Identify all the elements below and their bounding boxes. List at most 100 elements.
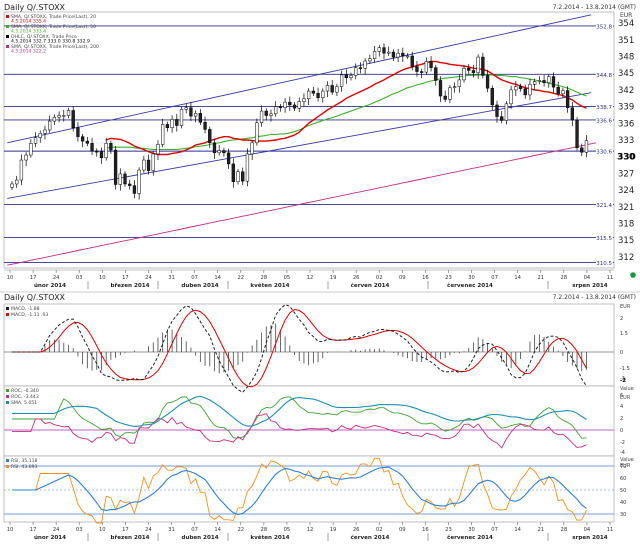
candle-body — [471, 70, 476, 73]
x-axis-tick-label: 14 — [514, 275, 521, 281]
indicator-legend-entry: MACD, -1.88 — [11, 306, 40, 312]
candle-body — [226, 152, 231, 165]
candle-body — [434, 67, 438, 81]
candle-body — [236, 171, 240, 182]
indicator-chart-title: Daily Q/.STOXX — [4, 293, 66, 302]
x-axis-tick-label: 28 — [561, 275, 568, 281]
x-axis-tick-label: 17 — [122, 275, 129, 281]
indicator-legend-swatch — [6, 401, 9, 404]
candle-body — [321, 90, 325, 98]
macd-panel — [3, 303, 615, 387]
x-axis-tick-label: 23 — [445, 527, 452, 533]
candle-body — [193, 113, 198, 117]
candle-body — [222, 150, 226, 154]
price-y-tick: 351 — [618, 36, 634, 46]
x-axis-tick-label: 31 — [168, 275, 175, 281]
indicator-y-tick: 4 — [620, 404, 623, 410]
candle-body — [29, 143, 33, 156]
candle-body — [363, 60, 367, 69]
x-axis-tick-label: 04 — [584, 275, 591, 281]
candle-body — [542, 80, 546, 83]
indicator-legend-entry: RSI, 43.893 — [11, 464, 38, 470]
legend-swatch — [6, 45, 9, 48]
candle-body — [344, 74, 348, 78]
candle-body — [203, 121, 207, 130]
candle-body — [95, 150, 99, 153]
x-axis-tick-label: 28 — [561, 527, 568, 533]
candle-body — [245, 153, 250, 182]
candle-body — [372, 51, 377, 59]
x-axis-tick-label: 11 — [607, 275, 614, 281]
candle-body — [297, 101, 301, 109]
x-axis-tick-label: 05 — [284, 527, 291, 533]
indicator-legend-entry: SMA, 5.051 — [11, 400, 37, 406]
indicator-y-tick: -4 — [620, 450, 625, 456]
x-axis-tick-label: 22 — [237, 275, 244, 281]
indicator-chart-date-range: 7.2.2014 - 13.8.2014 (GMT) — [553, 294, 636, 301]
candle-body — [537, 80, 542, 82]
candle-body — [57, 115, 61, 118]
candle-body — [170, 119, 174, 129]
legend-entry: OHLC, Q/.STOXX, Trade Price — [11, 34, 77, 40]
x-axis-tick-label: 07 — [191, 275, 198, 281]
indicator-y-tick: 0 — [620, 350, 623, 356]
candle-body — [330, 85, 334, 93]
roc-sma-line — [12, 395, 587, 427]
level-label: 352.8 — [596, 24, 612, 30]
indicator-y-tick: 0 — [620, 428, 623, 434]
candle-body — [420, 71, 424, 73]
candle-body — [528, 84, 532, 96]
candle-body — [80, 136, 85, 142]
x-axis-tick-label: 31 — [168, 527, 175, 533]
macd-currency: EUR — [620, 304, 631, 310]
candle-body — [38, 133, 42, 139]
candle-body — [184, 107, 188, 110]
level-label-bg — [596, 116, 613, 124]
indicator-legend-swatch — [6, 307, 9, 310]
candle-body — [71, 110, 75, 129]
x-axis-tick-label: 26 — [353, 527, 360, 533]
legend-swatch — [6, 15, 9, 18]
indicator-y-tick: 50 — [620, 488, 626, 494]
indicator-legend-entry: ROC, -0.340 — [11, 388, 39, 394]
candle-body — [452, 86, 457, 88]
candle-body — [533, 81, 537, 85]
x-axis-tick-label: 17 — [30, 275, 37, 281]
indicator-y-tick: -1.5 — [620, 366, 630, 372]
x-axis-month-label: duben 2014 — [181, 535, 218, 541]
legend-entry: SMA, Q/.STOXX, Trade Price(Last), 200 — [11, 44, 99, 50]
candle-body — [575, 119, 579, 149]
channel-lower-line — [7, 92, 592, 199]
rsi-value-title: Value — [620, 457, 634, 463]
indicator-y-tick: -2 — [620, 440, 625, 446]
x-axis-tick-label: 24 — [53, 275, 60, 281]
candle-body — [156, 144, 160, 155]
x-axis-tick-label: 03 — [76, 275, 83, 281]
level-label: 336.6 — [596, 118, 612, 124]
x-axis-month-label: březen 2014 — [110, 534, 149, 541]
candle-body — [259, 110, 264, 123]
candle-body — [109, 143, 113, 151]
candle-body — [368, 58, 372, 62]
candle-body — [250, 142, 254, 155]
indicator-y-tick: 40 — [620, 500, 626, 506]
x-axis-tick-label: 21 — [537, 527, 544, 533]
candle-body — [165, 124, 170, 129]
candle-body — [490, 87, 494, 106]
candle-body — [10, 183, 14, 188]
price-y-tick: 333 — [618, 136, 634, 146]
level-label: 330.6 — [596, 150, 612, 156]
x-axis-tick-label: 28 — [261, 275, 268, 281]
candle-body — [85, 140, 89, 144]
roc-alt-line — [12, 413, 587, 449]
x-axis-tick-label: 10 — [99, 275, 106, 281]
indicator-legend-swatch — [6, 465, 9, 468]
candle-body — [415, 66, 419, 72]
price-y-tick: 330 — [618, 153, 634, 163]
indicator-y-tick: -3 — [620, 376, 625, 382]
candle-body — [382, 47, 386, 54]
indicator-y-tick: 2 — [620, 416, 623, 422]
indicator-y-tick: 1.5 — [620, 331, 628, 337]
candle-body — [349, 75, 353, 78]
